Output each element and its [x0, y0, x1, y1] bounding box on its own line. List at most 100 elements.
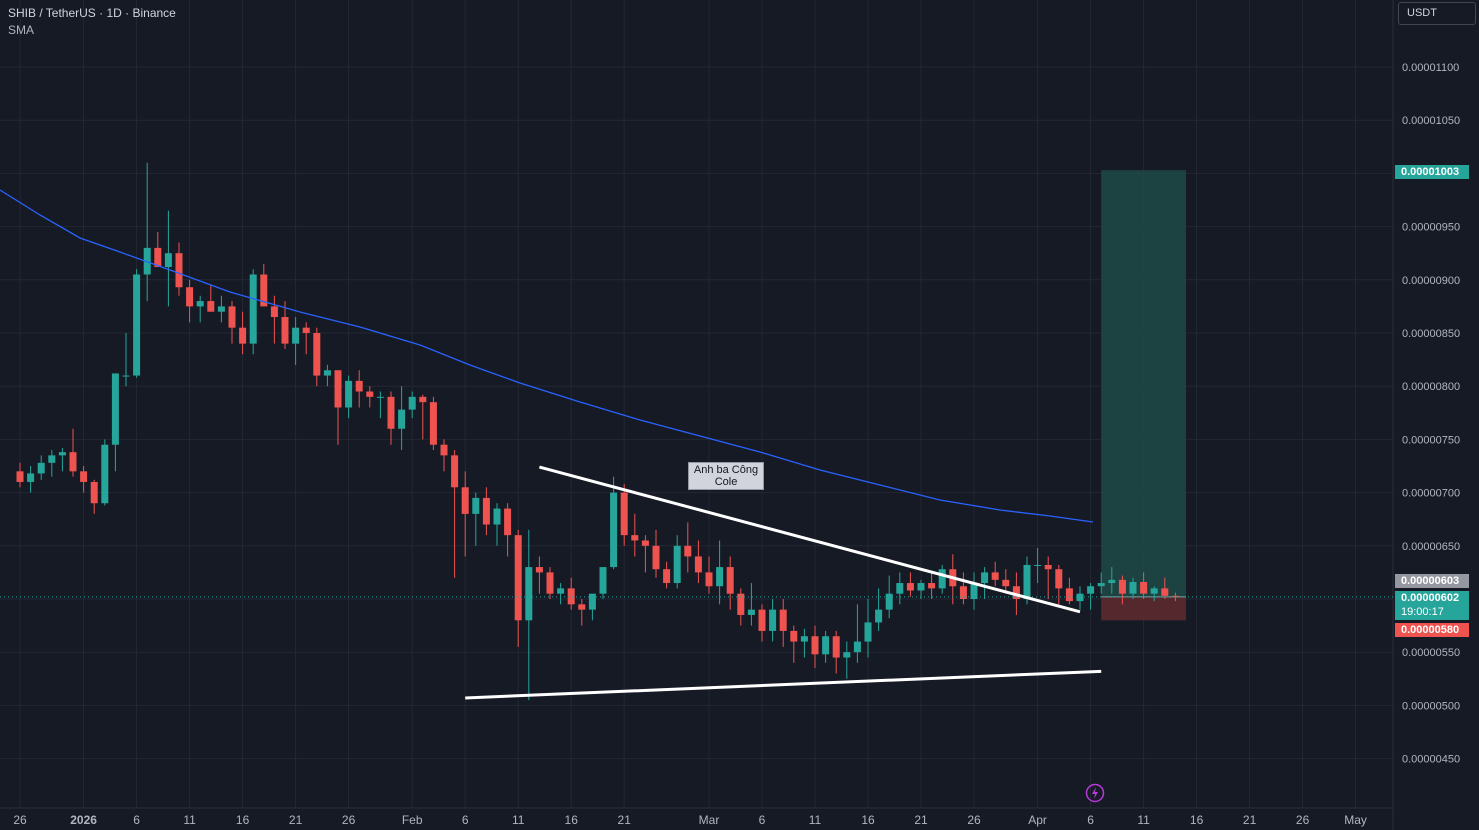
- candle-body-105: [1129, 581, 1137, 594]
- candle-body-106: [1140, 581, 1148, 594]
- candle-body-84: [906, 583, 914, 591]
- candle-body-43: [472, 497, 480, 514]
- candle-body-64: [694, 556, 702, 573]
- candle-body-10: [122, 375, 130, 377]
- candle-body-69: [747, 609, 755, 615]
- candle-body-27: [302, 327, 310, 333]
- x-tick-label-4: 16: [236, 813, 250, 827]
- candle-body-108: [1161, 588, 1169, 596]
- stop-price-tag: 0.00000580: [1395, 623, 1469, 637]
- x-tick-label-3: 11: [183, 813, 196, 827]
- candle-body-36: [398, 409, 406, 429]
- indicator-label[interactable]: SMA: [8, 23, 35, 37]
- candle-body-32: [355, 380, 363, 392]
- candle-body-24: [270, 306, 278, 318]
- candle-body-26: [292, 327, 300, 344]
- candle-body-92: [991, 572, 999, 580]
- candle-body-41: [451, 455, 459, 488]
- lightning-icon[interactable]: [1085, 783, 1105, 803]
- candle-body-45: [493, 508, 501, 525]
- candle-body-57: [620, 492, 628, 536]
- candle-body-15: [175, 253, 183, 288]
- candle-body-61: [663, 569, 671, 584]
- candle-body-11: [133, 274, 141, 376]
- candle-body-96: [1034, 564, 1042, 566]
- candle-body-59: [641, 540, 649, 546]
- candle-body-40: [440, 444, 448, 456]
- candle-body-2: [37, 462, 45, 474]
- high-price-tag: 0.00000603: [1395, 574, 1469, 588]
- candle-body-104: [1118, 579, 1126, 594]
- candle-body-20: [228, 306, 236, 328]
- candle-body-30: [334, 370, 342, 408]
- annotation-line-1: Anh ba Công: [693, 464, 759, 476]
- candle-body-76: [822, 636, 830, 655]
- candle-body-46: [504, 508, 512, 536]
- candle-body-73: [790, 630, 798, 642]
- candle-body-48: [525, 567, 533, 621]
- candle-body-3: [48, 455, 56, 463]
- candle-body-8: [101, 444, 109, 504]
- x-tick-label-23: 26: [1296, 813, 1310, 827]
- target-zone: [1101, 170, 1186, 597]
- candle-body-66: [716, 567, 724, 587]
- candle-body-29: [323, 370, 331, 376]
- candle-body-19: [217, 306, 225, 312]
- candle-body-79: [853, 641, 861, 653]
- x-tick-label-0: 26: [13, 813, 27, 827]
- x-tick-label-20: 11: [1137, 813, 1150, 827]
- currency-unit-button[interactable]: USDT: [1398, 2, 1476, 25]
- x-tick-label-18: Apr: [1028, 813, 1047, 827]
- y-tick-label-8: 0.00000700: [1402, 488, 1460, 500]
- candle-body-91: [981, 572, 989, 584]
- candle-body-60: [652, 545, 660, 570]
- y-tick-label-6: 0.00000800: [1402, 381, 1460, 393]
- chart-header: SHIB / TetherUS · 1D · Binance SMA: [8, 5, 176, 39]
- current-price: 0.00000602: [1401, 592, 1460, 604]
- current-price-tag: 0.00000602 19:00:17: [1395, 591, 1469, 620]
- candle-body-77: [832, 636, 840, 658]
- y-tick-label-4: 0.00000900: [1402, 275, 1460, 287]
- candle-body-65: [705, 572, 713, 587]
- sma-line: [0, 189, 1094, 523]
- candle-body-63: [684, 545, 692, 557]
- candle-body-1: [27, 473, 35, 482]
- candle-body-103: [1108, 579, 1116, 584]
- candle-body-102: [1097, 583, 1105, 587]
- candle-body-37: [408, 396, 416, 410]
- candle-body-39: [429, 402, 437, 445]
- candle-body-95: [1023, 564, 1031, 599]
- candle-body-44: [482, 497, 490, 525]
- y-tick-label-0: 0.00001100: [1402, 62, 1459, 74]
- candle-body-58: [631, 535, 639, 541]
- candle-body-17: [196, 301, 204, 307]
- y-tick-label-5: 0.00000850: [1402, 328, 1460, 340]
- candle-body-28: [313, 333, 321, 376]
- candle-body-42: [461, 487, 469, 514]
- candle-body-31: [345, 380, 353, 408]
- candle-body-25: [281, 317, 289, 344]
- candle-body-16: [186, 287, 194, 307]
- x-tick-label-14: 11: [809, 813, 822, 827]
- candle-body-9: [111, 373, 119, 445]
- candle-body-80: [864, 622, 872, 642]
- candle-body-35: [387, 396, 395, 429]
- candle-body-74: [800, 636, 808, 642]
- symbol-title: SHIB / TetherUS · 1D · Binance: [8, 6, 176, 20]
- pattern-annotation[interactable]: Anh ba Công Cole: [688, 462, 764, 490]
- candle-body-52: [567, 588, 575, 605]
- x-tick-label-5: 21: [289, 813, 303, 827]
- y-tick-label-1: 0.00001050: [1402, 115, 1460, 127]
- x-tick-label-17: 26: [967, 813, 981, 827]
- x-tick-label-12: Mar: [699, 813, 720, 827]
- candle-body-47: [514, 535, 522, 621]
- candle-body-109: [1171, 595, 1179, 597]
- candle-body-13: [154, 247, 162, 268]
- annotation-line-2: Cole: [714, 476, 738, 488]
- x-tick-label-24: May: [1344, 813, 1367, 827]
- candle-body-81: [875, 609, 883, 623]
- x-tick-label-8: 6: [462, 813, 469, 827]
- candle-body-62: [673, 545, 681, 584]
- candle-body-93: [1002, 579, 1010, 587]
